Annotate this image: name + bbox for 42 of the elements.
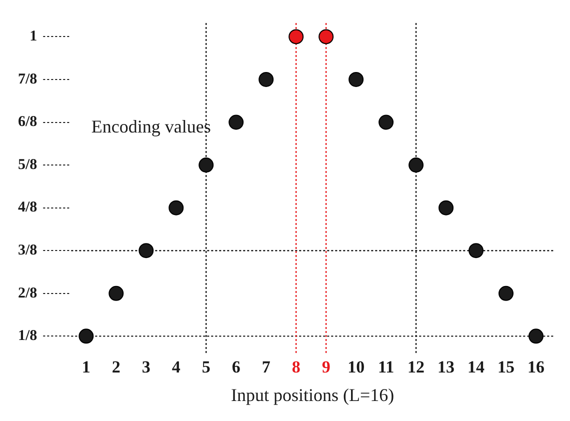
point [438, 200, 454, 216]
x-tick-label: 14 [468, 358, 486, 377]
point [108, 286, 124, 301]
y-tick-label: 1 [30, 28, 38, 45]
x-tick-label: 15 [498, 358, 515, 377]
x-tick-label: 16 [528, 358, 545, 377]
point [258, 72, 274, 87]
y-tick-label: 5/8 [18, 156, 38, 173]
x-tick-label: 8 [292, 358, 300, 377]
y-tick-label: 7/8 [18, 71, 38, 88]
point [288, 29, 304, 44]
y-tick-label: 1/8 [18, 328, 38, 344]
point [168, 200, 184, 216]
point [348, 72, 364, 87]
y-tick-label: 3/8 [18, 242, 38, 258]
x-tick-label: 5 [202, 358, 210, 377]
y-tick-label: 4/8 [18, 200, 38, 216]
point [528, 328, 544, 344]
point [378, 114, 394, 130]
point [138, 243, 154, 258]
point [78, 328, 94, 344]
x-tick-label: 1 [82, 358, 90, 377]
x-tick-label: 3 [142, 358, 150, 377]
x-tick-label: 10 [348, 358, 365, 377]
x-tick-label: 7 [262, 358, 271, 377]
x-tick-label: 11 [378, 358, 394, 377]
point [408, 158, 424, 173]
x-tick-label: 4 [172, 358, 181, 377]
point [318, 29, 334, 44]
x-tick-label: 6 [232, 358, 240, 377]
y-axis-title: Encoding values [91, 116, 211, 137]
x-tick-label: 13 [438, 358, 455, 377]
y-tick-label: 6/8 [18, 114, 38, 130]
point [198, 158, 214, 173]
x-axis-title: Input positions (L=16) [231, 384, 394, 405]
point [468, 243, 484, 258]
x-tick-label: 12 [408, 358, 425, 377]
x-tick-label: 2 [112, 358, 120, 377]
point [498, 286, 514, 301]
x-tick-label: 9 [322, 358, 330, 377]
y-tick-label: 2/8 [18, 285, 38, 302]
point [228, 114, 244, 130]
